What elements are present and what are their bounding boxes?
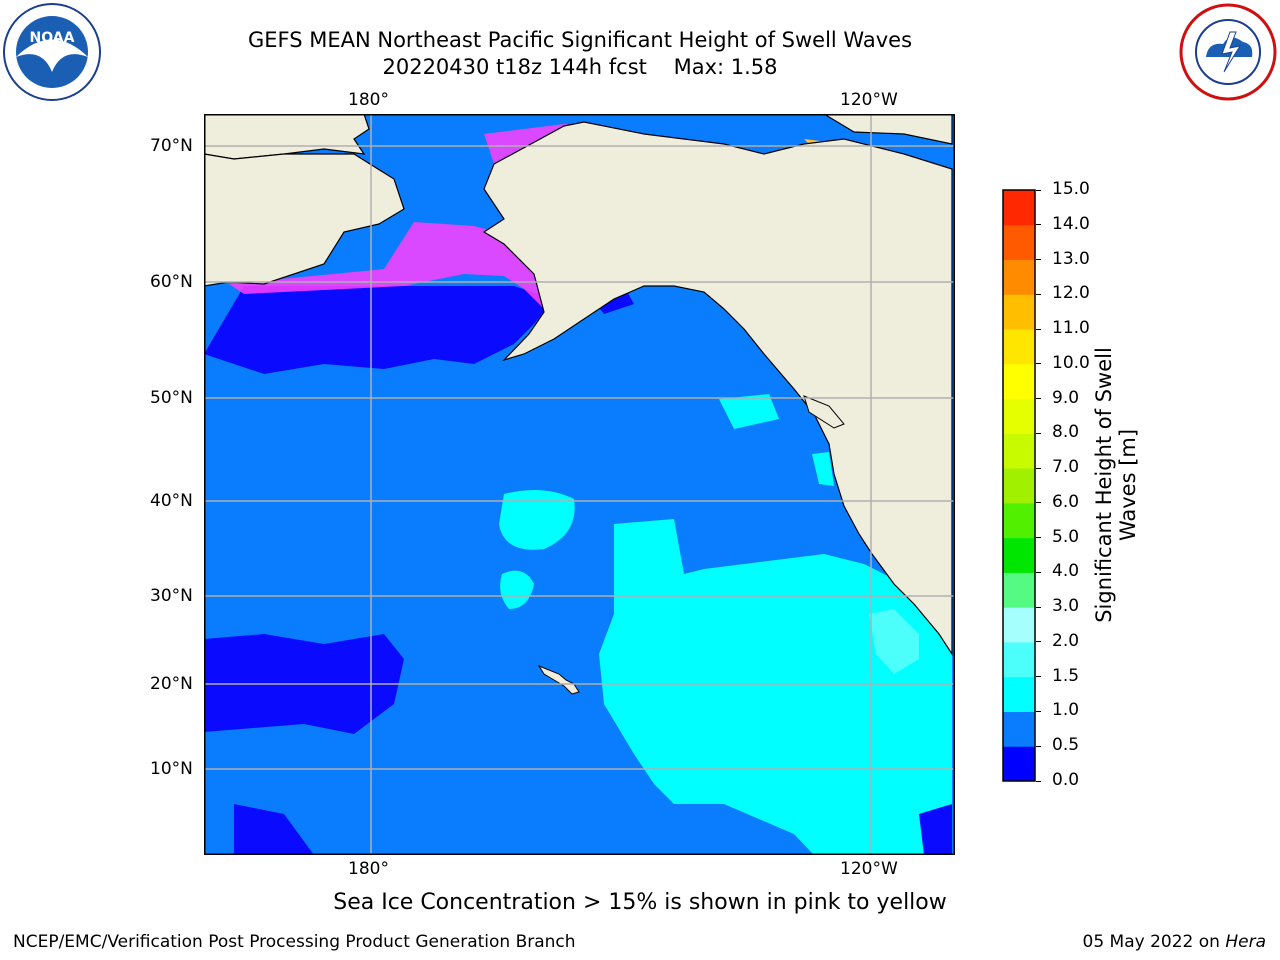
colorbar-tick-label: 11.0: [1052, 318, 1090, 339]
colorbar-tick-mark: [1036, 363, 1041, 365]
credit-host: Hera: [1225, 932, 1266, 952]
colorbar-label-line1: Significant Height of Swell: [1092, 347, 1116, 623]
colorbar-tick-mark: [1036, 571, 1041, 573]
swell-zone-1-5-2-0: [869, 609, 919, 674]
colorbar-bin-2: [1003, 676, 1035, 712]
colorbar-tick-mark: [1036, 467, 1041, 469]
colorbar-tick-label: 1.0: [1052, 700, 1080, 721]
colorbar-tick-mark: [1036, 293, 1041, 295]
colorbar-bin-10: [1003, 398, 1035, 434]
credit-left: NCEP/EMC/Verification Post Processing Pr…: [13, 932, 576, 952]
colorbar-tick-label: 4.0: [1052, 561, 1080, 582]
map-panel: [204, 114, 955, 855]
lat-label-10n: 10°N: [150, 759, 193, 779]
land-north-america: [482, 121, 953, 657]
chart-title-line1: GEFS MEAN Northeast Pacific Significant …: [247, 28, 913, 52]
land-arctic-islands: [822, 114, 953, 145]
colorbar-bin-6: [1003, 537, 1035, 573]
nws-logo: [1178, 2, 1278, 102]
colorbar: [1002, 189, 1036, 782]
credit-right: 05 May 2022 on Hera: [1083, 932, 1267, 952]
lat-label-30n: 30°N: [150, 586, 193, 606]
colorbar-tick-label: 12.0: [1052, 283, 1090, 304]
colorbar-tick-label: 13.0: [1052, 248, 1090, 269]
colorbar-tick-mark: [1036, 432, 1041, 434]
colorbar-label: Significant Height of Swell Waves [m]: [1092, 347, 1140, 623]
colorbar-tick-label: 2.0: [1052, 630, 1080, 651]
colorbar-tick-mark: [1036, 676, 1041, 678]
colorbar-bin-1: [1003, 711, 1035, 747]
land-hawaii: [537, 664, 580, 695]
colorbar-bin-14: [1003, 259, 1035, 295]
colorbar-tick-mark: [1036, 224, 1041, 226]
colorbar-bin-12: [1003, 329, 1035, 365]
swell-zone-0-0-5-sw: [234, 804, 314, 855]
colorbar-tick-label: 1.5: [1052, 665, 1080, 686]
lon-label-bottom-120w: 120°W: [840, 859, 898, 879]
sea-ice-note: Sea Ice Concentration > 15% is shown in …: [333, 890, 947, 915]
colorbar-tick-mark: [1036, 641, 1041, 643]
swell-zone-coast-patch: [719, 394, 779, 429]
colorbar-tick-mark: [1036, 259, 1041, 261]
lat-label-60n: 60°N: [150, 272, 193, 292]
colorbar-tick-mark: [1036, 328, 1041, 330]
lat-label-50n: 50°N: [150, 388, 193, 408]
credit-date: 05 May 2022 on: [1082, 932, 1226, 952]
colorbar-tick-mark: [1036, 710, 1041, 712]
land-vancouver-island: [803, 395, 845, 429]
colorbar-label-line2: Waves [m]: [1116, 428, 1140, 542]
colorbar-bin-13: [1003, 294, 1035, 330]
colorbar-tick-label: 6.0: [1052, 491, 1080, 512]
colorbar-tick-mark: [1036, 398, 1041, 400]
colorbar-tick-label: 9.0: [1052, 387, 1080, 408]
colorbar-tick-mark: [1036, 606, 1041, 608]
swell-zone-0-0-5-se: [919, 804, 952, 855]
colorbar-tick-label: 7.0: [1052, 457, 1080, 478]
lon-label-top-180: 180°: [348, 90, 389, 110]
colorbar-bin-16: [1003, 190, 1035, 226]
lon-label-top-120w: 120°W: [840, 90, 898, 110]
colorbar-tick-label: 10.0: [1052, 352, 1090, 373]
colorbar-tick-label: 5.0: [1052, 526, 1080, 547]
colorbar-bin-0: [1003, 746, 1035, 782]
colorbar-tick-label: 15.0: [1052, 179, 1090, 199]
swell-zone-north-patch: [499, 490, 575, 550]
swell-zone-coast-patch2: [812, 452, 834, 486]
sea-ice-band: [229, 222, 554, 309]
colorbar-tick-label: 14.0: [1052, 213, 1090, 234]
colorbar-tick-mark: [1036, 780, 1041, 782]
swell-zone-0-0-5-north: [204, 286, 554, 374]
map-frame: [204, 114, 955, 855]
chart-title-line2: 20220430 t18z 144h fcst Max: 1.58: [382, 55, 778, 79]
colorbar-tick-mark: [1036, 537, 1041, 539]
colorbar-bin-5: [1003, 572, 1035, 608]
colorbar-bin-9: [1003, 433, 1035, 469]
colorbar-frame: [1002, 189, 1036, 782]
graticule: [204, 114, 955, 855]
colorbar-bin-8: [1003, 468, 1035, 504]
colorbar-tick-label: 0.5: [1052, 735, 1080, 756]
lat-label-40n: 40°N: [150, 491, 193, 511]
lat-label-20n: 20°N: [150, 674, 193, 694]
colorbar-tick-mark: [1036, 745, 1041, 747]
colorbar-tick-mark: [1036, 502, 1041, 504]
swell-zone-small-patch: [500, 570, 534, 609]
colorbar-bin-11: [1003, 363, 1035, 400]
lon-label-bottom-180: 180°: [348, 859, 389, 879]
colorbar-bin-4: [1003, 607, 1035, 643]
swell-zone-1-0-1-5: [599, 519, 952, 855]
noaa-logo: NOAA: [2, 2, 102, 102]
colorbar-tick-label: 8.0: [1052, 422, 1080, 443]
colorbar-tick-label: 3.0: [1052, 596, 1080, 617]
colorbar-tick-mark: [1036, 189, 1041, 191]
colorbar-bin-7: [1003, 502, 1035, 539]
noaa-logo-text: NOAA: [30, 30, 75, 46]
colorbar-bin-3: [1003, 641, 1035, 678]
colorbar-bin-15: [1003, 224, 1035, 261]
colorbar-tick-label: 0.0: [1052, 770, 1080, 790]
lat-label-70n: 70°N: [150, 136, 193, 156]
